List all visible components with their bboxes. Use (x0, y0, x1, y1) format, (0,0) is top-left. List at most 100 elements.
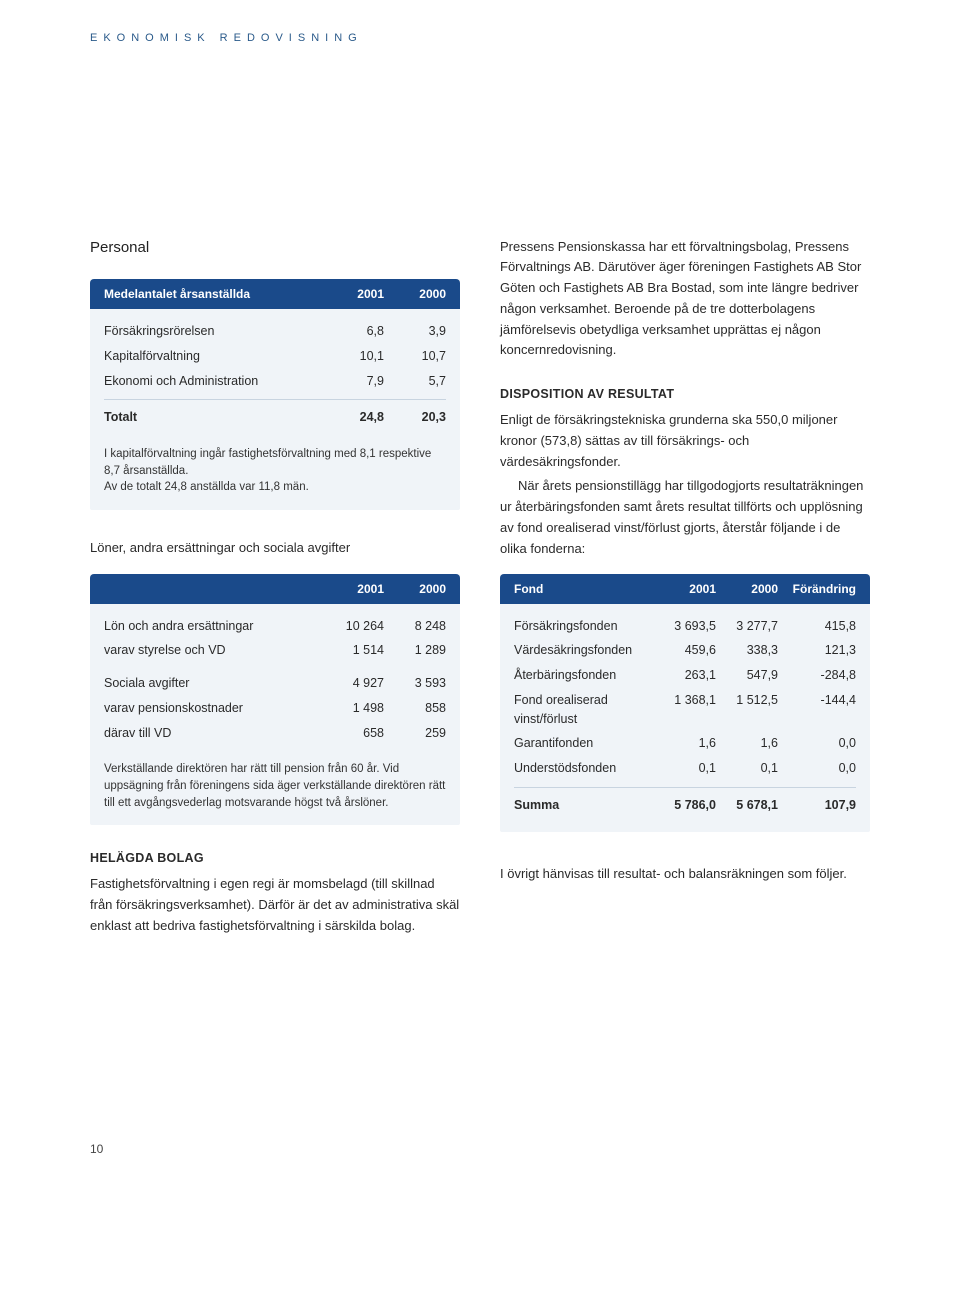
cell-label: Återbäringsfonden (514, 666, 654, 685)
cell-label: därav till VD (104, 724, 322, 743)
cell-value: 1 289 (384, 641, 446, 660)
cell-value: 3,9 (384, 322, 446, 341)
th-col-2000: 2000 (384, 580, 446, 598)
th-col-2001: 2001 (654, 580, 716, 598)
note-line: I kapitalförvaltning ingår fastighetsför… (104, 446, 446, 479)
body-paragraph: Pressens Pensionskassa har ett förvaltni… (500, 237, 870, 362)
cell-label: Sociala avgifter (104, 674, 322, 693)
cell-label: Lön och andra ersättningar (104, 617, 322, 636)
th-col-2001: 2001 (322, 285, 384, 303)
table-header: Fond 2001 2000 Förändring (500, 574, 870, 604)
th-col-2000: 2000 (384, 285, 446, 303)
table-row: varav styrelse och VD1 5141 289 (104, 638, 446, 663)
cell-value: 5 678,1 (716, 796, 778, 815)
table-row-total: Totalt 24,8 20,3 (104, 399, 446, 430)
table-row: Sociala avgifter4 9273 593 (104, 671, 446, 696)
cell-value: 658 (322, 724, 384, 743)
cell-label: Summa (514, 796, 654, 815)
cell-value: 259 (384, 724, 446, 743)
body-paragraph: Fastighetsförvaltning i egen regi är mom… (90, 874, 460, 936)
table-row: Garantifonden1,61,60,0 (514, 731, 856, 756)
cell-label: varav pensionskostnader (104, 699, 322, 718)
cell-value: 5,7 (384, 372, 446, 391)
salaries-heading: Löner, andra ersättningar och sociala av… (90, 538, 460, 558)
cell-label: Ekonomi och Administration (104, 372, 322, 391)
cell-label: Försäkringsfonden (514, 617, 654, 636)
cell-value: 1 514 (322, 641, 384, 660)
cell-value: 547,9 (716, 666, 778, 685)
cell-value: 10 264 (322, 617, 384, 636)
th-col-change: Förändring (778, 580, 856, 598)
th-label (104, 580, 322, 598)
table-footnote: Verkställande direktören har rätt till p… (90, 759, 460, 825)
cell-value: 107,9 (778, 796, 856, 815)
cell-value: 5 786,0 (654, 796, 716, 815)
table-row: Understödsfonden0,10,10,0 (514, 756, 856, 781)
cell-value: 0,0 (778, 734, 856, 753)
table-row: Fond orealiserad vinst/förlust1 368,11 5… (514, 688, 856, 732)
cell-label: Försäkringsrörelsen (104, 322, 322, 341)
th-col-2001: 2001 (322, 580, 384, 598)
cell-label: varav styrelse och VD (104, 641, 322, 660)
cell-value: -284,8 (778, 666, 856, 685)
body-paragraph: I övrigt hänvisas till resultat- och bal… (500, 864, 870, 885)
left-column: Personal Medelantalet årsanställda 2001 … (90, 237, 460, 941)
cell-value: 1,6 (654, 734, 716, 753)
cell-label: Garantifonden (514, 734, 654, 753)
table-salaries: 2001 2000 Lön och andra ersättningar10 2… (90, 574, 460, 826)
cell-value: 6,8 (322, 322, 384, 341)
table-row: varav pensionskostnader1 498858 (104, 696, 446, 721)
table-header: Medelantalet årsanställda 2001 2000 (90, 279, 460, 309)
cell-value: -144,4 (778, 691, 856, 729)
cell-value: 459,6 (654, 641, 716, 660)
table-row: Försäkringsrörelsen6,83,9 (104, 319, 446, 344)
cell-value: 3 693,5 (654, 617, 716, 636)
table-personal: Medelantalet årsanställda 2001 2000 Förs… (90, 279, 460, 510)
cell-value: 0,0 (778, 759, 856, 778)
body-paragraph: Enligt de försäkringstekniska grunderna … (500, 410, 870, 472)
table-row: Lön och andra ersättningar10 2648 248 (104, 614, 446, 639)
table-header: 2001 2000 (90, 574, 460, 604)
cell-value: 1 512,5 (716, 691, 778, 729)
right-column: Pressens Pensionskassa har ett förvaltni… (500, 237, 870, 941)
cell-label: Totalt (104, 408, 322, 427)
cell-label: Kapitalförvaltning (104, 347, 322, 366)
cell-value: 121,3 (778, 641, 856, 660)
table-row: Värdesäkringsfonden459,6338,3121,3 (514, 638, 856, 663)
cell-value: 3 277,7 (716, 617, 778, 636)
note-line: Av de totalt 24,8 anställda var 11,8 män… (104, 479, 446, 496)
cell-value: 263,1 (654, 666, 716, 685)
cell-value: 8 248 (384, 617, 446, 636)
personal-heading: Personal (90, 237, 460, 260)
cell-value: 1 498 (322, 699, 384, 718)
cell-label: Fond orealiserad vinst/förlust (514, 691, 654, 729)
th-col-2000: 2000 (716, 580, 778, 598)
cell-value: 0,1 (716, 759, 778, 778)
table-footnote: I kapitalförvaltning ingår fastighetsför… (90, 444, 460, 510)
table-funds: Fond 2001 2000 Förändring Försäkringsfon… (500, 574, 870, 832)
page-header-category: EKONOMISK REDOVISNING (90, 30, 870, 47)
cell-value: 3 593 (384, 674, 446, 693)
helagda-heading: HELÄGDA BOLAG (90, 849, 460, 868)
table-row: Försäkringsfonden3 693,53 277,7415,8 (514, 614, 856, 639)
table-row: därav till VD658259 (104, 721, 446, 746)
cell-value: 10,1 (322, 347, 384, 366)
cell-label: Understödsfonden (514, 759, 654, 778)
cell-value: 10,7 (384, 347, 446, 366)
cell-value: 415,8 (778, 617, 856, 636)
table-row: Återbäringsfonden263,1547,9-284,8 (514, 663, 856, 688)
th-label: Medelantalet årsanställda (104, 285, 322, 303)
cell-value: 338,3 (716, 641, 778, 660)
table-row-total: Summa 5 786,0 5 678,1 107,9 (514, 787, 856, 818)
table-row: Kapitalförvaltning10,110,7 (104, 344, 446, 369)
cell-value: 858 (384, 699, 446, 718)
cell-value: 7,9 (322, 372, 384, 391)
cell-value: 0,1 (654, 759, 716, 778)
disposition-heading: DISPOSITION AV RESULTAT (500, 385, 870, 404)
cell-value: 24,8 (322, 408, 384, 427)
table-row: Ekonomi och Administration7,95,7 (104, 369, 446, 394)
cell-label: Värdesäkringsfonden (514, 641, 654, 660)
cell-value: 4 927 (322, 674, 384, 693)
cell-value: 1,6 (716, 734, 778, 753)
cell-value: 1 368,1 (654, 691, 716, 729)
